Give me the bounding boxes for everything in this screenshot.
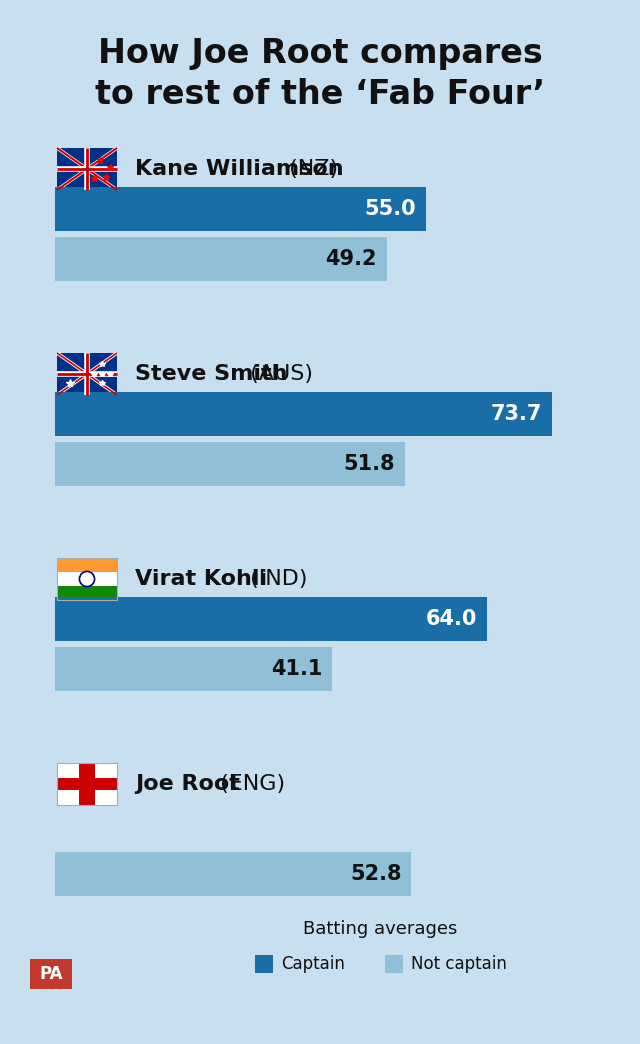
Bar bbox=[30, 959, 72, 989]
Bar bbox=[385, 955, 403, 973]
Bar bbox=[57, 778, 117, 790]
Bar bbox=[57, 586, 117, 600]
Text: (IND): (IND) bbox=[243, 569, 307, 589]
Text: (NZ): (NZ) bbox=[282, 159, 338, 179]
Text: Virat Kohli: Virat Kohli bbox=[135, 569, 267, 589]
Bar bbox=[57, 557, 117, 600]
Bar bbox=[55, 392, 552, 436]
Text: 41.1: 41.1 bbox=[271, 659, 323, 679]
Text: (AUS): (AUS) bbox=[243, 364, 313, 384]
Text: Captain: Captain bbox=[281, 955, 345, 973]
Text: Joe Root: Joe Root bbox=[135, 774, 240, 794]
Text: 51.8: 51.8 bbox=[343, 454, 395, 474]
Text: 55.0: 55.0 bbox=[365, 199, 416, 219]
Bar bbox=[55, 852, 412, 896]
Bar bbox=[57, 557, 117, 572]
Text: 52.8: 52.8 bbox=[350, 864, 401, 884]
Text: to rest of the ‘Fab Four’: to rest of the ‘Fab Four’ bbox=[95, 77, 545, 111]
Bar bbox=[55, 597, 487, 641]
Text: Batting averages: Batting averages bbox=[303, 920, 457, 938]
Text: Kane Williamson: Kane Williamson bbox=[135, 159, 344, 179]
Text: Not captain: Not captain bbox=[411, 955, 507, 973]
Text: PA: PA bbox=[39, 965, 63, 983]
Bar bbox=[55, 442, 404, 487]
Bar bbox=[57, 763, 117, 805]
Bar bbox=[57, 572, 117, 586]
Bar bbox=[57, 148, 117, 190]
Bar bbox=[55, 187, 426, 231]
Bar bbox=[255, 955, 273, 973]
Text: 73.7: 73.7 bbox=[491, 404, 543, 424]
Text: How Joe Root compares: How Joe Root compares bbox=[98, 38, 542, 71]
Text: 49.2: 49.2 bbox=[326, 250, 377, 269]
Bar bbox=[57, 353, 117, 395]
Bar bbox=[55, 647, 332, 691]
Text: (ENG): (ENG) bbox=[213, 774, 285, 794]
Text: 64.0: 64.0 bbox=[426, 609, 477, 628]
Bar bbox=[79, 763, 95, 805]
Text: Steve Smith: Steve Smith bbox=[135, 364, 287, 384]
Bar bbox=[57, 763, 117, 805]
Bar bbox=[55, 237, 387, 281]
